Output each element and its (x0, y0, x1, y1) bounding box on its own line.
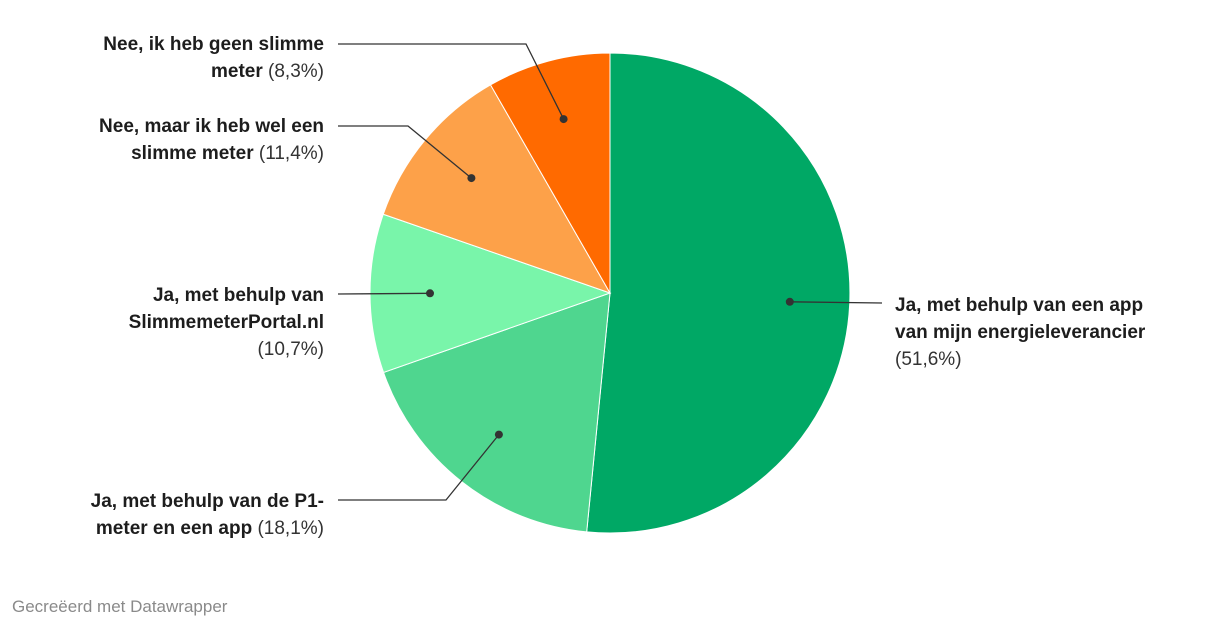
leader-line-no-smart-meter (338, 43, 565, 120)
slice-label-no-smart-meter: Nee, ik heb geen slimme meter (8,3%) (103, 31, 324, 85)
slice-label-line: Ja, met behulp van (152, 285, 324, 306)
leader-dot-slimmemeterportal (426, 289, 434, 298)
datawrapper-credit: Gecreëerd met Datawrapper (12, 597, 228, 616)
slice-label-line: slimme meter (131, 143, 254, 164)
slice-value-label: (18,1%) (257, 518, 324, 539)
leader-line-slimmemeterportal (337, 292, 431, 295)
slice-label-line: Ja, met behulp van een app (895, 295, 1144, 316)
pie-slice-energy-supplier-app (586, 52, 851, 534)
slice-label-line: Nee, ik heb geen slimme (103, 34, 324, 55)
pie-slices (369, 52, 851, 534)
pie-slice-no-smart-meter (489, 52, 611, 295)
slice-label-energy-supplier-app: Ja, met behulp van een app van mijn ener… (895, 292, 1145, 373)
slice-value-label: (10,7%) (257, 339, 324, 360)
leader-dot-no-smart-meter (559, 115, 568, 124)
slice-label-line: SlimmemeterPortal.nl (128, 312, 324, 333)
leader-dot-no-but-smart-meter (467, 174, 476, 183)
slice-label-line: meter en een app (95, 518, 253, 539)
slice-label-line: Ja, met behulp van de P1- (90, 491, 324, 512)
slice-label-line: meter (211, 61, 263, 82)
slice-label-line: Nee, maar ik heb wel een (99, 116, 324, 137)
leader-line-energy-supplier-app (789, 301, 883, 304)
leader-lines (337, 43, 883, 501)
slice-value-label: (11,4%) (258, 143, 324, 164)
slice-value-label: (51,6%) (895, 349, 962, 370)
leader-line-no-but-smart-meter (338, 125, 472, 179)
leader-dot-energy-supplier-app (785, 297, 794, 306)
slice-label-slimmemeterportal: Ja, met behulp van SlimmemeterPortal.nl … (129, 282, 324, 363)
leader-line-p1-meter-app (338, 434, 500, 501)
slice-label-line: van mijn energieleverancier (895, 322, 1146, 343)
slice-value-label: (8,3%) (268, 61, 324, 82)
slice-label-no-but-smart-meter: Nee, maar ik heb wel een slimme meter (1… (99, 113, 324, 167)
slice-label-p1-meter-app: Ja, met behulp van de P1- meter en een a… (91, 488, 324, 542)
leader-dot-p1-meter-app (494, 430, 503, 439)
